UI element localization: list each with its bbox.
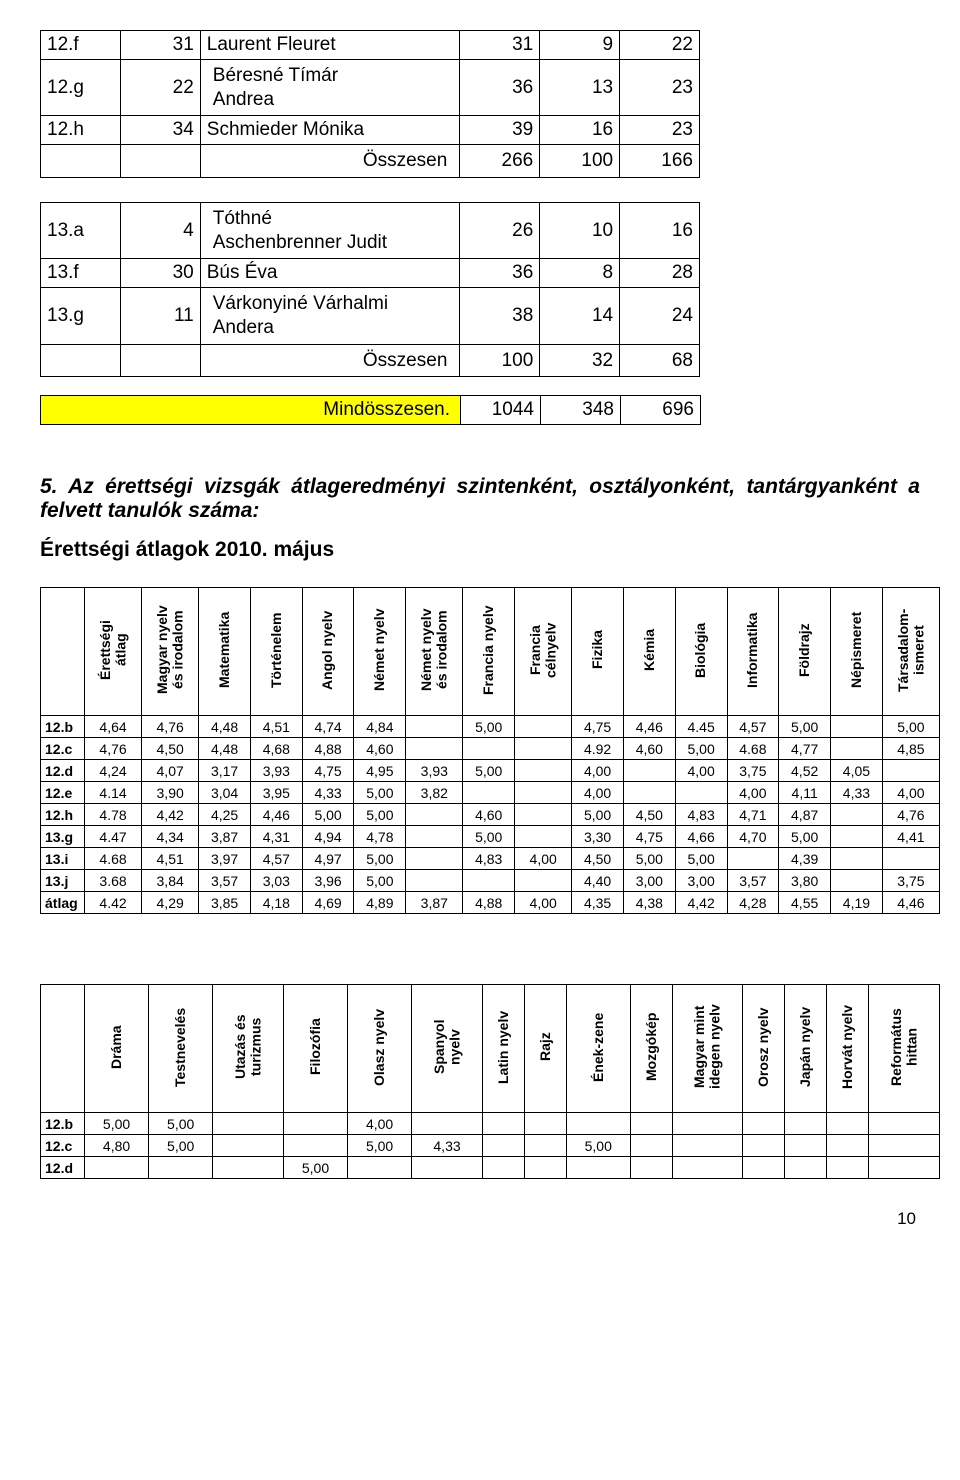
column-header: Magyar nyelvés irodalom: [142, 588, 199, 716]
column-header: Magyar mintidegen nyelv: [672, 985, 743, 1113]
table-row: 12.h4.784,424,254,465,005,004,605,004,50…: [41, 804, 940, 826]
column-header: Angol nyelv: [302, 588, 354, 716]
column-header: Német nyelv: [354, 588, 406, 716]
grand-total-a: 1044: [461, 396, 541, 425]
grand-total-b: 348: [541, 396, 621, 425]
table-row: 12.d4,244,073,173,934,754,953,935,004,00…: [41, 760, 940, 782]
table-row: 12.d5,00: [41, 1157, 940, 1179]
section-subtitle: Érettségi átlagok 2010. május: [40, 538, 920, 562]
column-header: Filozófia: [283, 985, 347, 1113]
table-row: 12.b4,644,764,484,514,744,845,004,754,46…: [41, 716, 940, 738]
column-header: [41, 985, 85, 1113]
column-header: Franciacélnyelv: [515, 588, 572, 716]
column-header: Olasz nyelv: [348, 985, 412, 1113]
column-header: Rajz: [524, 985, 566, 1113]
column-header: Kémia: [623, 588, 675, 716]
column-header: Népismeret: [831, 588, 883, 716]
column-header: Spanyolnyelv: [412, 985, 483, 1113]
column-header: Japán nyelv: [785, 985, 827, 1113]
column-header: Fizika: [572, 588, 624, 716]
column-header: Érettségiátlag: [85, 588, 142, 716]
table-row: átlag4.424,293,854,184,694,893,874,884,0…: [41, 892, 940, 914]
table-row: 13.g11Várkonyiné VárhalmiAndera381424: [41, 288, 700, 345]
table-row: 13.i4.684,513,974,574,975,004,834,004,50…: [41, 848, 940, 870]
table-row: 12.h34Schmieder Mónika391623: [41, 116, 700, 145]
column-header: Utazás ésturizmus: [213, 985, 284, 1113]
column-header: Informatika: [727, 588, 779, 716]
column-header: [41, 588, 85, 716]
class-table-2: 13.a4TóthnéAschenbrenner Judit26101613.f…: [40, 202, 700, 378]
class-table-1: 12.f31Laurent Fleuret3192212.g22Béresné …: [40, 30, 700, 178]
column-header: Földrajz: [779, 588, 831, 716]
table-row: 13.g4.474,343,874,314,944,785,003,304,75…: [41, 826, 940, 848]
column-header: Francia nyelv: [463, 588, 515, 716]
section-title: 5. Az érettségi vizsgák átlageredményi s…: [40, 475, 920, 523]
table-row: 12.c4,805,005,004,335,00: [41, 1135, 940, 1157]
table-row: 13.j3.683,843,573,033,965,004,403,003,00…: [41, 870, 940, 892]
grand-total-table: Mindösszesen. 1044 348 696: [40, 395, 701, 425]
grades-table-1: ÉrettségiátlagMagyar nyelvés irodalomMat…: [40, 587, 940, 914]
column-header: Mozgókép: [630, 985, 672, 1113]
column-header: Ének-zene: [566, 985, 630, 1113]
column-header: Orosz nyelv: [743, 985, 785, 1113]
table-row: 12.g22Béresné TímárAndrea361323: [41, 59, 700, 116]
grand-total-c: 696: [621, 396, 701, 425]
table-row: 13.f30Bús Éva36828: [41, 259, 700, 288]
table-total-row: Összesen266100166: [41, 145, 700, 178]
column-header: Biológia: [675, 588, 727, 716]
column-header: Horvát nyelv: [827, 985, 869, 1113]
column-header: Reformátushittan: [869, 985, 940, 1113]
column-header: Latin nyelv: [482, 985, 524, 1113]
column-header: Testnevelés: [149, 985, 213, 1113]
table-row: 12.b5,005,004,00: [41, 1113, 940, 1135]
column-header: Matematika: [199, 588, 251, 716]
table-total-row: Összesen1003268: [41, 344, 700, 377]
table-row: 12.e4.143,903,043,954,335,003,824,004,00…: [41, 782, 940, 804]
column-header: Német nyelvés irodalom: [406, 588, 463, 716]
grand-total-label: Mindösszesen.: [41, 396, 461, 425]
table-row: 13.a4TóthnéAschenbrenner Judit261016: [41, 202, 700, 259]
table-row: 12.c4,764,504,484,684,884,604.924,605,00…: [41, 738, 940, 760]
table-row: 12.f31Laurent Fleuret31922: [41, 31, 700, 60]
column-header: Történelem: [250, 588, 302, 716]
column-header: Társadalom-ismeret: [882, 588, 939, 716]
grades-table-2: DrámaTestnevelésUtazás ésturizmusFilozóf…: [40, 984, 940, 1179]
page-number: 10: [40, 1209, 920, 1229]
column-header: Dráma: [85, 985, 149, 1113]
